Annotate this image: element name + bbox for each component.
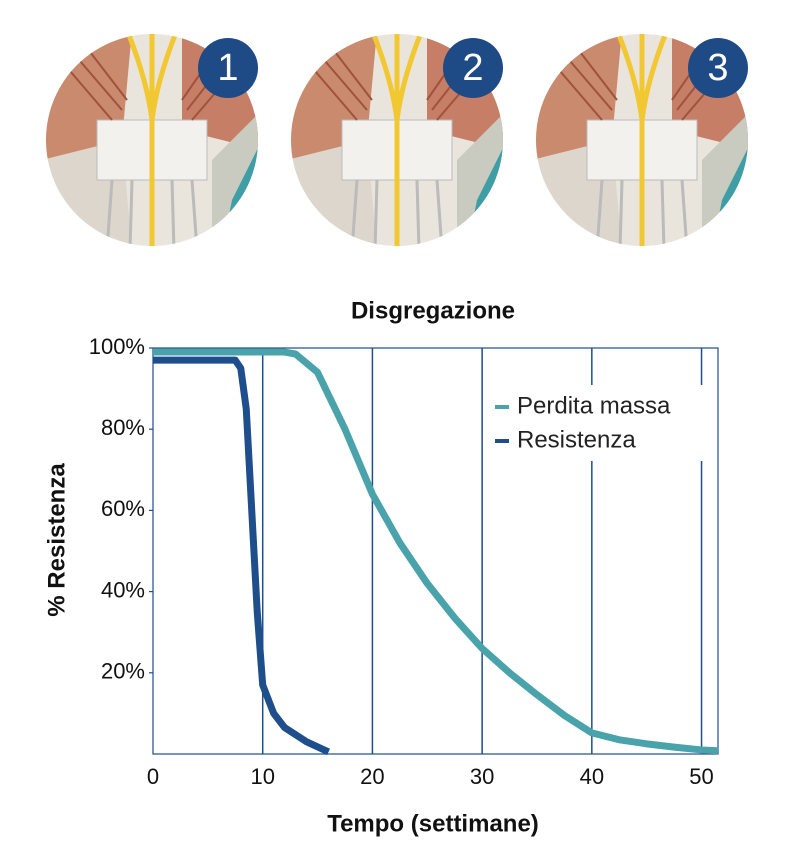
legend-label: Resistenza [517,426,636,453]
legend-box [485,385,717,461]
badge [688,38,748,98]
y-tick-label: 60% [101,496,145,521]
badge [198,38,258,98]
line [153,348,719,755]
y-tick-label: 40% [101,577,145,602]
illustrations: 1 2 3 [42,30,752,250]
x-tick-label: 20 [360,764,384,789]
y-axis-label: % Resistenza [43,463,70,617]
plot-frame [152,347,719,755]
x-tick-label: 50 [689,764,713,789]
line [153,356,331,756]
badge [443,38,503,98]
badge-label: 3 [707,47,728,89]
x-tick-label: 0 [147,764,159,789]
x-axis-label: Tempo (settimane) [327,810,539,837]
badge-label: 2 [462,47,483,89]
x-tick-label: 10 [250,764,274,789]
x-tick-label: 40 [580,764,604,789]
legend-label: Perdita massa [517,392,671,419]
badge-label: 1 [217,47,238,89]
y-tick-label: 100% [89,334,145,359]
y-tick-label: 20% [101,659,145,684]
y-tick-label: 80% [101,415,145,440]
x-tick-label: 30 [470,764,494,789]
chart-title: Disgregazione [351,297,515,324]
